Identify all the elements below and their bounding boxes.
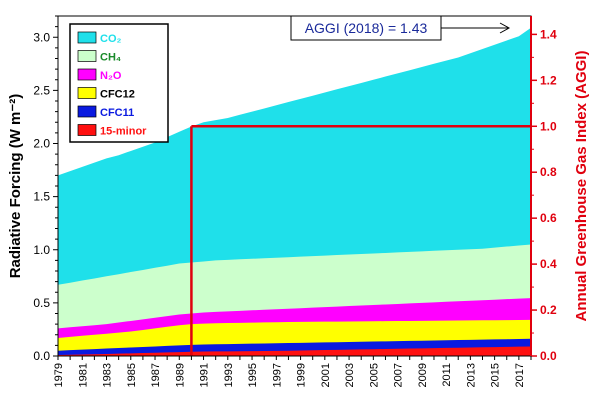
right-tick-label: 1.0 — [540, 119, 557, 133]
legend-swatch-ch4 — [77, 50, 97, 62]
x-tick-label: 1995 — [247, 363, 259, 387]
right-tick-label: 0.8 — [540, 165, 557, 179]
left-tick-label: 0.5 — [33, 296, 50, 310]
aggi-annotation: AGGI (2018) = 1.43 — [290, 15, 511, 41]
x-tick-label: 1997 — [271, 363, 283, 387]
area-15-minor — [58, 346, 531, 356]
right-tick-label: 0.0 — [540, 349, 557, 363]
legend-label-cfc12: CFC12 — [100, 89, 135, 101]
x-tick-label: 1979 — [53, 363, 65, 387]
right-tick-label: 0.2 — [540, 303, 557, 317]
legend-label-co2: CO₂ — [100, 33, 122, 45]
left-tick-label: 2.0 — [33, 137, 50, 151]
annotation-text: AGGI (2018) = 1.43 — [305, 20, 428, 36]
x-tick-label: 2013 — [465, 363, 477, 387]
stacked-areas — [58, 27, 531, 356]
legend-label-15-minor: 15-minor — [100, 126, 147, 138]
left-tick-label: 1.5 — [33, 190, 50, 204]
legend-label-ch4: CH₄ — [100, 52, 121, 64]
x-tick-label: 1993 — [223, 363, 235, 387]
left-tick-label: 1.0 — [33, 243, 50, 257]
right-tick-label: 1.4 — [540, 27, 557, 41]
legend-swatch-cfc12 — [77, 87, 97, 99]
x-tick-label: 2005 — [368, 363, 380, 387]
legend-swatch-15-minor — [77, 124, 97, 136]
annotation-box — [290, 15, 442, 41]
y-axis-title-left: Radiative Forcing (W m⁻²) — [7, 94, 24, 279]
x-tick-label: 1987 — [150, 363, 162, 387]
legend-swatch-co2 — [77, 31, 97, 44]
legend: CO₂ CH₄ N₂O CFC12 CFC11 15-minor — [69, 23, 169, 143]
x-tick-label: 1983 — [102, 363, 114, 387]
legend-swatch-n2o — [77, 68, 97, 81]
right-tick-label: 0.4 — [540, 257, 557, 271]
annotation-arrow-head — [499, 22, 511, 34]
legend-label-n2o: N₂O — [100, 70, 122, 82]
legend-box — [69, 23, 169, 143]
right-tick-label: 1.2 — [540, 73, 557, 87]
axes: 0.0 0.5 1.0 1.5 2.0 2.5 3.0 0.0 0.2 0.4 0.6 0.8 1.0 1… — [7, 15, 590, 387]
x-tick-label: 2001 — [320, 363, 332, 387]
x-tick-label: 1985 — [126, 363, 138, 387]
x-tick-label: 2011 — [441, 363, 453, 387]
left-tick-label: 3.0 — [33, 30, 50, 44]
x-tick-label: 2009 — [417, 363, 429, 387]
legend-swatch-cfc11 — [77, 105, 97, 118]
x-tick-label: 2017 — [514, 363, 526, 387]
legend-label-cfc11: CFC11 — [100, 107, 134, 119]
left-tick-label: 0.0 — [33, 349, 50, 363]
x-tick-label: 2007 — [393, 363, 405, 387]
x-tick-label: 1991 — [199, 363, 211, 387]
x-tick-label: 1989 — [174, 363, 186, 387]
x-tick-label: 2003 — [344, 363, 356, 387]
aggi-reference-lines — [190, 125, 531, 356]
x-tick-label: 1981 — [77, 363, 89, 387]
left-tick-label: 2.5 — [33, 83, 50, 97]
x-tick-label: 2015 — [490, 363, 502, 387]
x-tick-label: 1999 — [296, 363, 308, 387]
right-tick-label: 0.6 — [540, 211, 557, 225]
y-axis-title-right: Annual Greenhouse Gas Index (AGGI) — [573, 51, 590, 322]
